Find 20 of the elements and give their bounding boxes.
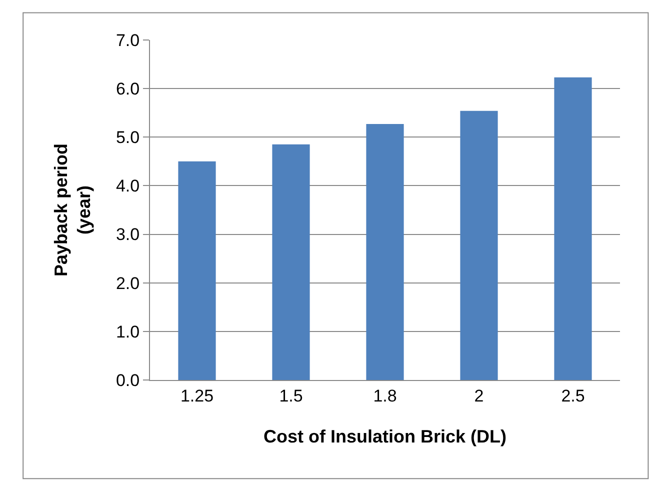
- x-tick-label: 1.5: [279, 386, 303, 406]
- x-tick-label: 2.5: [561, 386, 585, 406]
- x-tick-label: 1.8: [373, 386, 397, 406]
- y-tick-label: 5.0: [116, 128, 140, 148]
- bar: [366, 124, 404, 380]
- y-tick-label: 1.0: [116, 322, 140, 342]
- y-axis-title: Payback period (year): [50, 143, 94, 277]
- bar: [554, 77, 592, 380]
- y-tick-label: 2.0: [116, 274, 140, 293]
- x-tick-label: 1.25: [180, 386, 214, 406]
- bar: [460, 110, 498, 380]
- x-tick-label: 2: [474, 386, 484, 406]
- bar: [272, 144, 310, 380]
- y-tick-label: 0.0: [116, 370, 140, 390]
- x-axis-title: Cost of Insulation Brick (DL): [264, 426, 507, 446]
- y-tick-label: 6.0: [116, 80, 140, 99]
- y-tick-label: 3.0: [116, 225, 140, 244]
- y-tick-label: 4.0: [116, 176, 140, 196]
- y-tick-label: 7.0: [116, 30, 140, 50]
- bar: [178, 161, 216, 380]
